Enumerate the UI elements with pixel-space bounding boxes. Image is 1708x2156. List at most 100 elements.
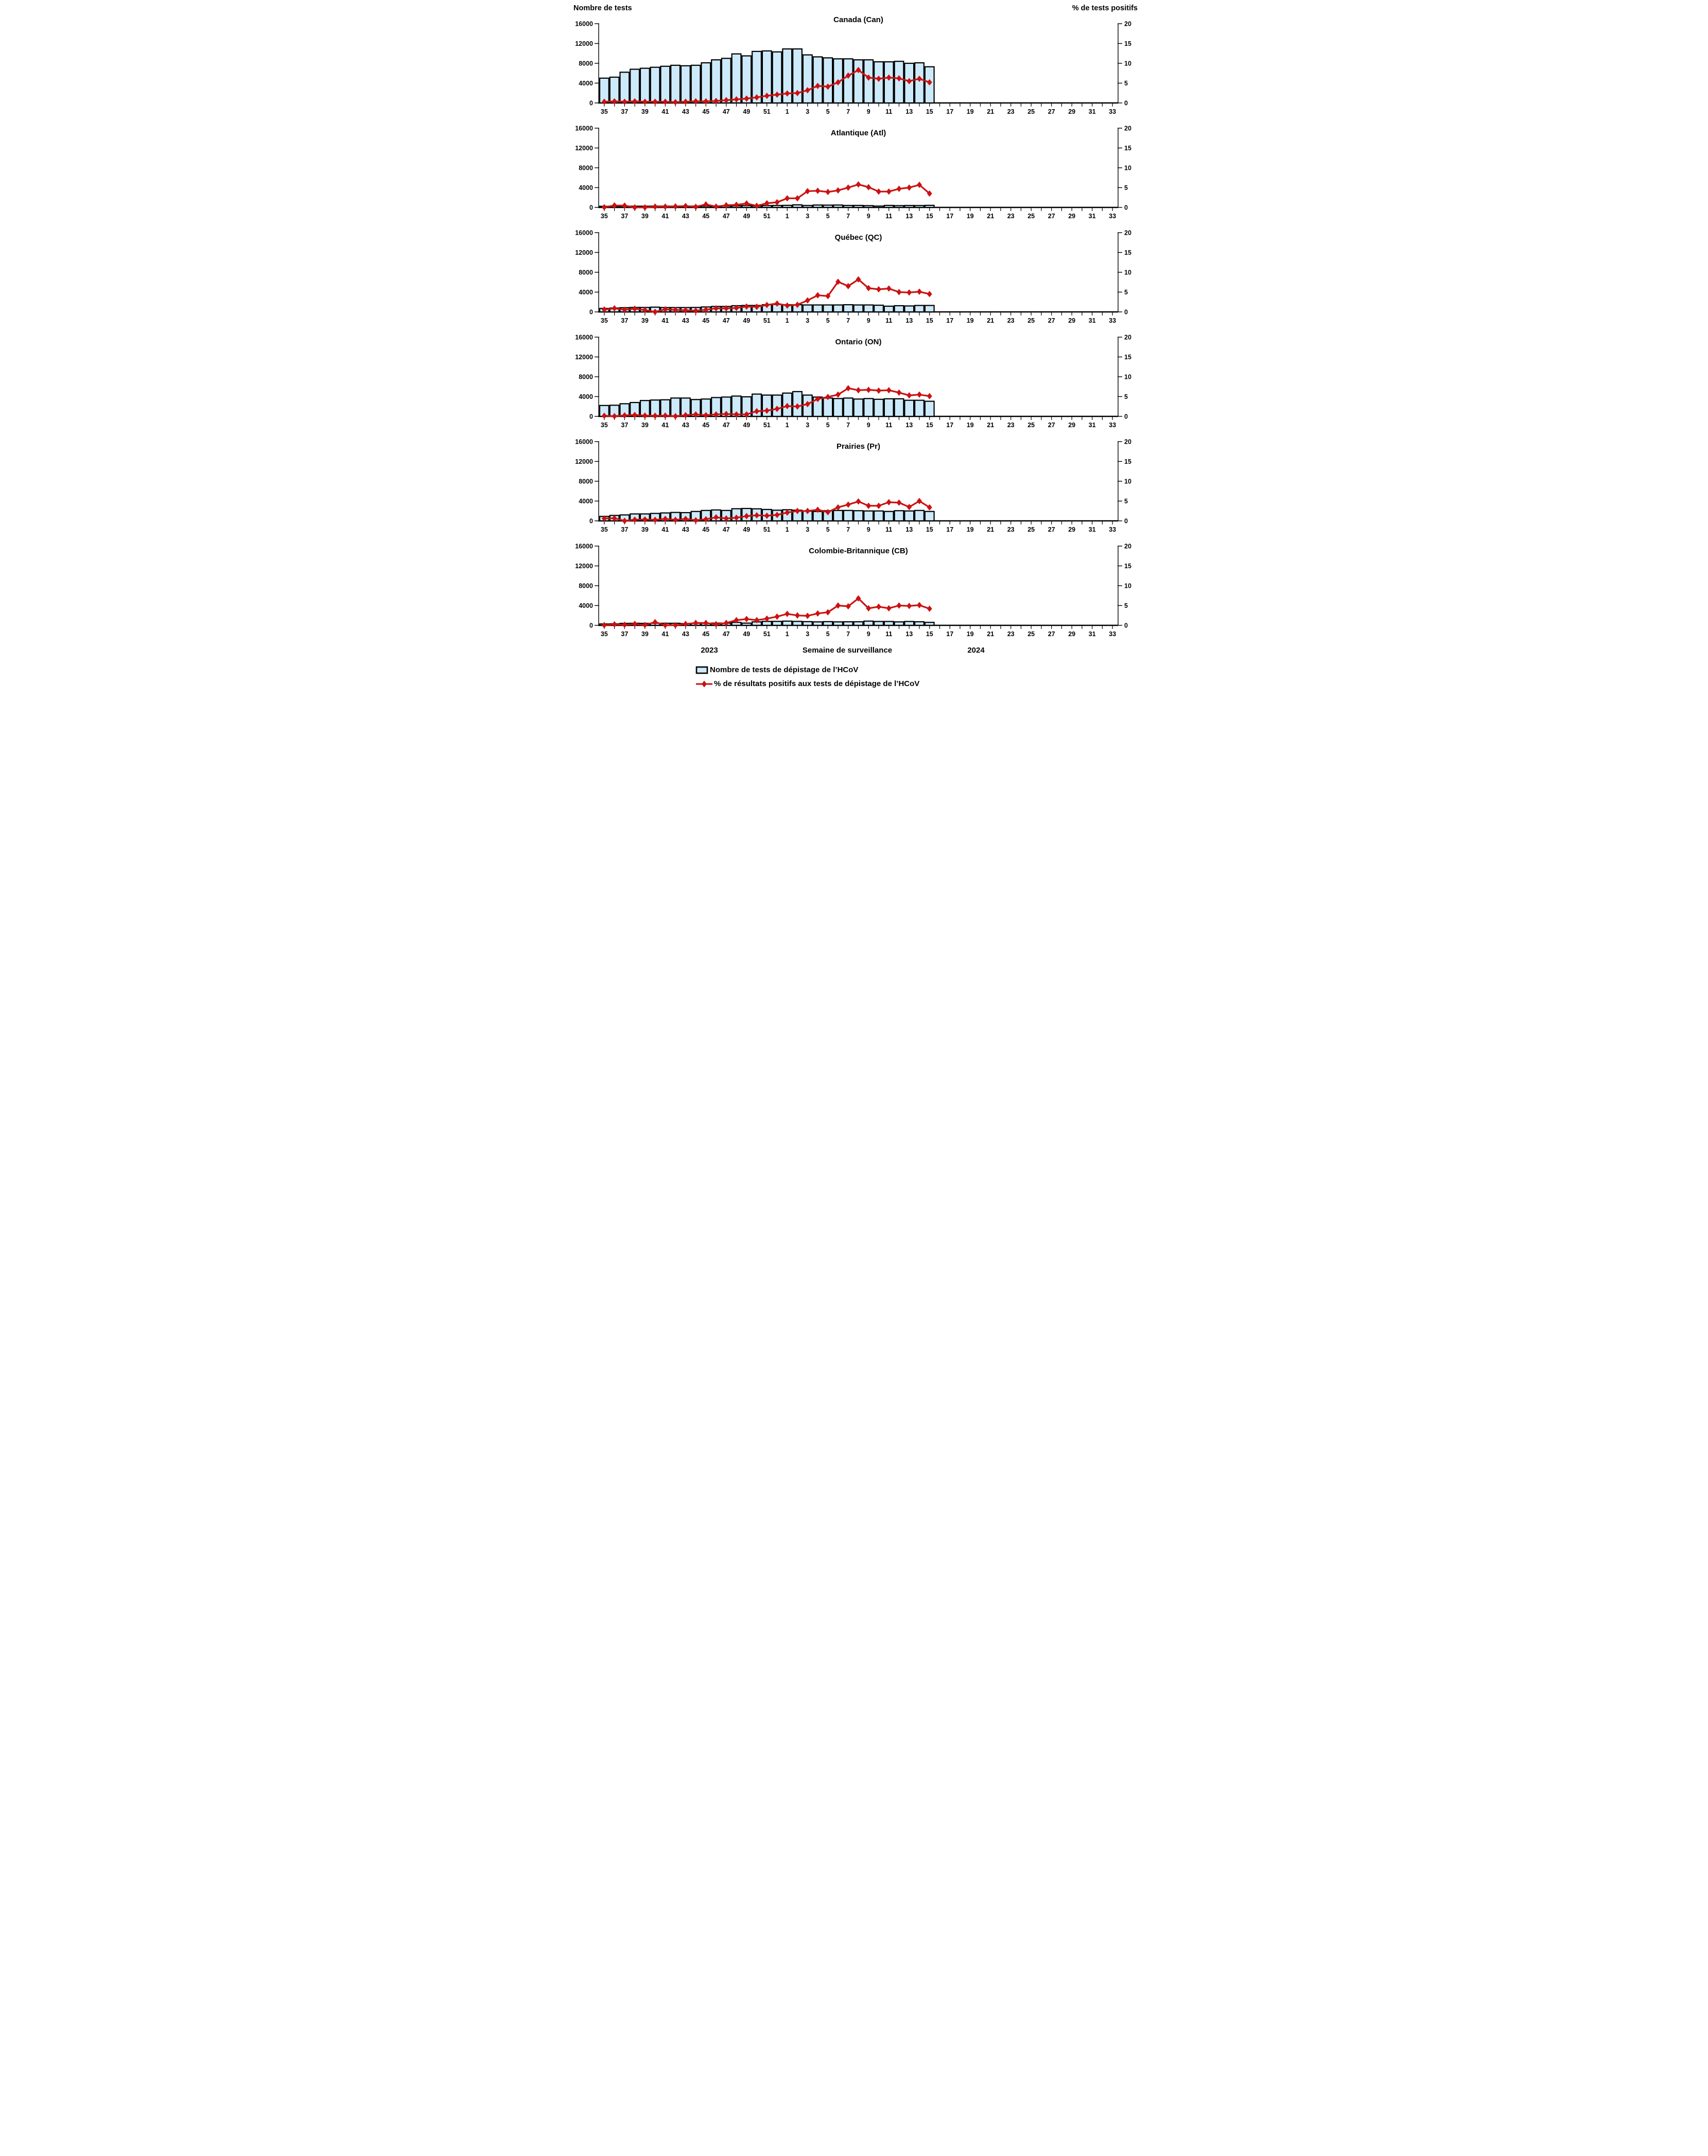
x-tick-label: 29 — [1068, 317, 1075, 324]
pct-point-week-11 — [886, 605, 892, 612]
x-tick-label: 33 — [1109, 630, 1116, 638]
legend-tests-label: Nombre de tests de dépistage de l’HCoV — [710, 665, 859, 674]
x-tick-label: 3 — [806, 422, 809, 429]
x-tick-label: 1 — [786, 630, 789, 638]
bar-swatch-rect — [695, 666, 708, 674]
right-tick-label: 15 — [1124, 249, 1131, 256]
pct-point-week-37 — [622, 412, 628, 419]
bar-week-7 — [843, 205, 853, 208]
x-tick-label: 47 — [723, 213, 730, 220]
pct-point-week-37 — [622, 202, 628, 209]
pct-point-week-4 — [815, 610, 821, 617]
x-tick-label: 39 — [641, 108, 649, 115]
left-tick-label: 16000 — [575, 543, 593, 550]
left-tick-label: 8000 — [579, 60, 593, 67]
pct-point-week-10 — [876, 75, 881, 82]
left-tick-label: 16000 — [575, 334, 593, 341]
x-tick-label: 1 — [786, 526, 789, 533]
x-tick-label: 3 — [806, 317, 809, 324]
pct-point-week-43 — [683, 307, 688, 314]
pct-point-week-10 — [876, 502, 881, 509]
left-tick-label: 0 — [589, 413, 593, 420]
pct-point-week-3 — [805, 507, 810, 514]
left-tick-label: 4000 — [579, 393, 593, 400]
pct-point-week-45 — [703, 98, 709, 105]
x-tick-label: 51 — [763, 108, 771, 115]
bar-week-52 — [772, 205, 782, 208]
bar-week-4 — [812, 621, 823, 626]
bar-week-10 — [874, 621, 884, 626]
bar-week-14 — [914, 621, 925, 626]
bar-week-5 — [823, 204, 833, 208]
pct-point-week-40 — [652, 98, 658, 105]
x-tick-label: 27 — [1048, 422, 1055, 429]
pct-point-week-6 — [835, 187, 841, 194]
x-tick-label: 13 — [905, 630, 913, 638]
right-tick-label: 10 — [1124, 374, 1131, 381]
pct-point-week-42 — [673, 306, 678, 313]
x-tick-label: 51 — [763, 213, 771, 220]
pct-point-week-44 — [693, 203, 699, 211]
x-tick-label: 3 — [806, 526, 809, 533]
pct-point-week-37 — [622, 306, 628, 313]
x-tick-label: 35 — [601, 317, 608, 324]
x-tick-label: 17 — [946, 526, 953, 533]
pct-point-week-49 — [744, 200, 750, 207]
right-tick-label: 15 — [1124, 458, 1131, 465]
right-tick-label: 10 — [1124, 165, 1131, 172]
bar-week-52 — [772, 621, 782, 626]
x-tick-label: 7 — [846, 630, 850, 638]
x-tick-label: 23 — [1007, 108, 1015, 115]
x-tick-label: 23 — [1007, 213, 1015, 220]
bar-week-10 — [874, 398, 884, 417]
pct-point-week-39 — [642, 307, 648, 313]
bar-week-12 — [894, 305, 904, 313]
left-tick-label: 4000 — [579, 498, 593, 505]
bar-week-51 — [761, 621, 772, 626]
panel-svg: Ontario (ON)0400080001200016000051015203… — [575, 334, 1131, 429]
x-tick-label: 21 — [987, 317, 994, 324]
pct-point-week-47 — [723, 515, 729, 522]
bar-week-3 — [802, 304, 813, 313]
right-axis-title: % de tests positifs — [1072, 4, 1138, 12]
x-tick-label: 5 — [826, 526, 830, 533]
left-tick-label: 8000 — [579, 269, 593, 276]
bar-week-12 — [894, 510, 904, 522]
pct-point-week-38 — [632, 98, 638, 105]
x-tick-label: 33 — [1109, 422, 1116, 429]
pct-point-week-9 — [866, 184, 872, 190]
bar-week-6 — [833, 204, 843, 208]
x-tick-label: 43 — [682, 526, 689, 533]
left-tick-label: 8000 — [579, 478, 593, 485]
bar-week-15 — [924, 204, 935, 208]
x-tick-label: 25 — [1027, 213, 1035, 220]
pct-point-week-13 — [907, 392, 912, 399]
x-tick-label: 15 — [926, 108, 933, 115]
year-label-2023: 2023 — [701, 646, 718, 655]
pct-point-week-13 — [907, 503, 912, 511]
x-tick-label: 25 — [1027, 317, 1035, 324]
x-tick-label: 37 — [621, 526, 628, 533]
x-tick-label: 21 — [987, 422, 994, 429]
bar-week-8 — [853, 621, 864, 626]
panel-title: Ontario (ON) — [835, 338, 882, 346]
panel-svg: Canada (Can)0400080001200016000051015203… — [575, 15, 1131, 115]
pct-point-week-14 — [916, 498, 922, 504]
pct-point-week-51 — [764, 302, 770, 308]
pct-point-week-52 — [774, 91, 780, 98]
pct-point-week-51 — [764, 615, 770, 622]
pct-point-week-36 — [612, 621, 617, 628]
pct-point-week-41 — [663, 98, 668, 105]
bar-week-14 — [914, 62, 925, 104]
x-tick-label: 27 — [1048, 317, 1055, 324]
pct-point-week-36 — [612, 515, 617, 522]
bar-week-1 — [782, 204, 793, 208]
pct-point-week-13 — [907, 603, 912, 609]
bar-week-15 — [924, 622, 935, 626]
bar-week-15 — [924, 400, 935, 417]
pct-point-week-7 — [845, 184, 851, 191]
x-tick-label: 29 — [1068, 213, 1075, 220]
bar-week-8 — [853, 59, 864, 104]
bar-week-10 — [874, 61, 884, 104]
x-tick-label: 37 — [621, 422, 628, 429]
